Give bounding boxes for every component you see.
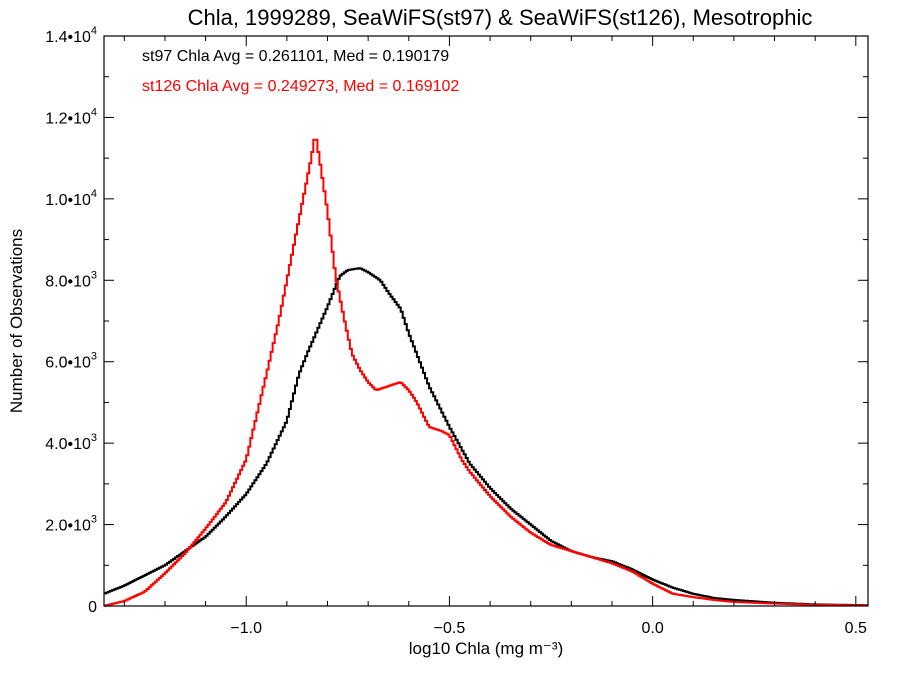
y-tick-label: 8.0•103 (45, 269, 97, 290)
ticks-layer: −1.0 −0.5 0.0 0.5 0 2.0•103 4.0•103 6.0•103 8.0•… (45, 25, 868, 637)
y-tick-label: 6.0•103 (45, 351, 97, 372)
series-layer (104, 138, 868, 607)
y-tick-label: 4.0•103 (45, 432, 97, 453)
series-line-0 (104, 267, 868, 607)
x-tick-label: 0.5 (845, 620, 867, 637)
series-line-1 (104, 138, 868, 607)
y-tick-label: 1.2•104 (45, 106, 97, 127)
x-axis-label: log10 Chla (mg m⁻³) (409, 639, 563, 658)
y-tick-label: 1.4•104 (45, 25, 97, 46)
x-tick-label: −0.5 (434, 620, 466, 637)
y-tick-label: 1.0•104 (45, 188, 97, 209)
annotation-st126: st126 Chla Avg = 0.249273, Med = 0.16910… (142, 78, 459, 95)
y-axis-label: Number of Observations (7, 229, 26, 413)
plot-frame (103, 35, 869, 607)
chart-title: Chla, 1999289, SeaWiFS(st97) & SeaWiFS(s… (188, 5, 813, 30)
x-tick-label: 0.0 (641, 620, 663, 637)
x-tick-label: −1.0 (230, 620, 262, 637)
y-tick-label: 0 (88, 599, 97, 616)
annotation-st97: st97 Chla Avg = 0.261101, Med = 0.190179 (142, 48, 449, 65)
y-tick-label: 2.0•103 (45, 514, 97, 535)
